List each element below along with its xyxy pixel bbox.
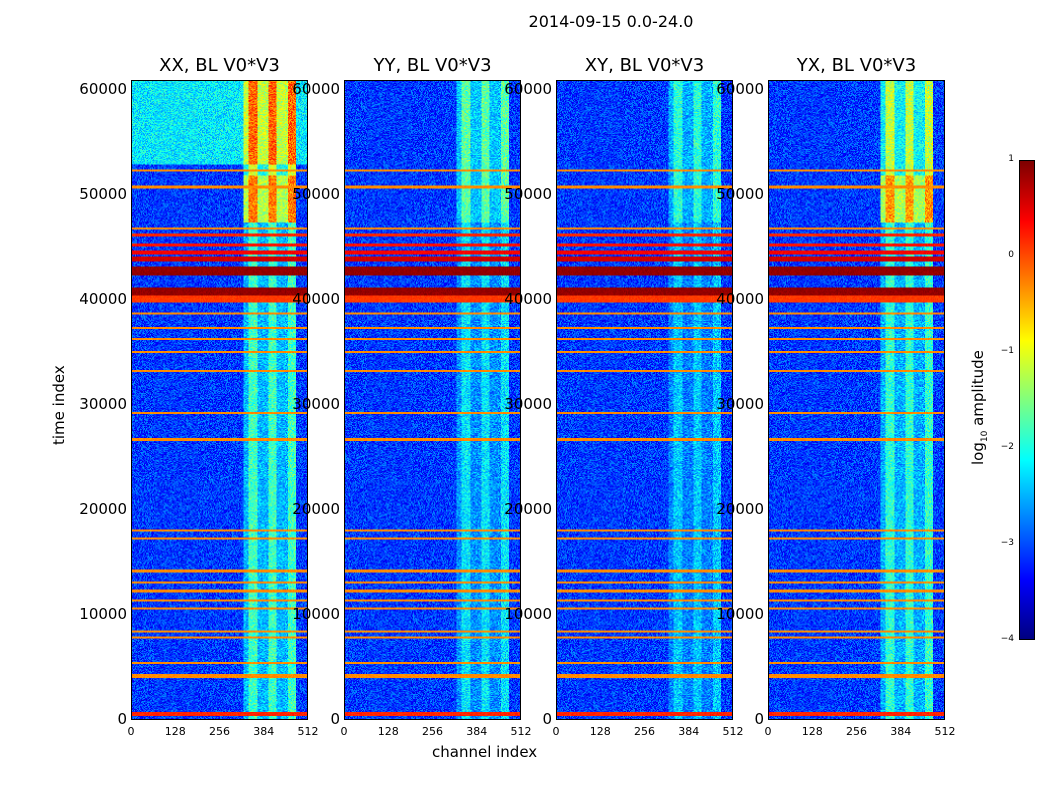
x-tick-label: 256 (209, 725, 230, 738)
y-tick-label: 0 (754, 710, 764, 728)
y-tick-label: 40000 (504, 290, 552, 309)
y-tick-label: 50000 (716, 185, 764, 204)
panel-title: XY, BL V0*V3 (584, 55, 705, 76)
y-tick-label: 20000 (504, 500, 552, 519)
y-tick-label: 50000 (504, 185, 552, 204)
y-tick-label: 60000 (292, 80, 340, 99)
y-tick-label: 20000 (292, 500, 340, 519)
y-tick-label: 0 (330, 710, 340, 728)
y-tick-label: 30000 (716, 395, 764, 414)
figure-title: 2014-09-15 0.0-24.0 (528, 12, 694, 31)
x-tick-label: 0 (127, 725, 135, 738)
colorbar-tick-label: −2 (1000, 442, 1014, 452)
y-tick-label: 0 (542, 710, 552, 728)
y-tick-label: 0 (117, 710, 127, 728)
colorbar-tick-label: −4 (1000, 634, 1014, 644)
y-tick-label: 20000 (716, 500, 764, 519)
y-tick-label: 60000 (79, 80, 127, 99)
y-tick-label: 10000 (292, 605, 340, 624)
y-tick-label: 10000 (79, 605, 127, 624)
x-tick-label: 384 (890, 725, 912, 738)
y-tick-label: 40000 (716, 290, 764, 309)
y-tick-label: 60000 (716, 80, 764, 99)
x-tick-label: 384 (678, 725, 700, 738)
x-tick-label: 384 (466, 725, 488, 738)
y-tick-label: 20000 (79, 500, 127, 519)
panel-title: YX, BL V0*V3 (796, 55, 917, 76)
heatmap-panel (556, 80, 733, 720)
x-tick-label: 512 (934, 725, 956, 738)
x-tick-label: 0 (764, 725, 772, 738)
x-tick-label: 256 (634, 725, 655, 738)
x-tick-label: 128 (377, 725, 399, 738)
y-tick-label: 40000 (292, 290, 340, 309)
y-tick-label: 30000 (79, 395, 127, 414)
x-axis-label: channel index (432, 743, 538, 761)
x-tick-label: 512 (297, 725, 319, 738)
y-tick-label: 50000 (292, 185, 340, 204)
y-tick-label: 50000 (79, 185, 127, 204)
y-tick-label: 30000 (292, 395, 340, 414)
x-tick-label: 128 (589, 725, 611, 738)
x-tick-label: 256 (422, 725, 443, 738)
x-tick-label: 512 (510, 725, 532, 738)
colorbar-tick-label: −3 (1000, 538, 1014, 548)
colorbar-label: log10 amplitude (969, 350, 990, 465)
x-tick-label: 0 (552, 725, 560, 738)
panel-title: YY, BL V0*V3 (373, 55, 492, 76)
y-axis-label: time index (50, 365, 68, 445)
y-tick-label: 30000 (504, 395, 552, 414)
x-tick-label: 0 (340, 725, 348, 738)
y-tick-label: 40000 (79, 290, 127, 309)
colorbar-tick-label: −1 (1000, 346, 1014, 356)
x-tick-label: 128 (801, 725, 823, 738)
colorbar-tick-label: 0 (1008, 250, 1014, 260)
y-tick-label: 60000 (504, 80, 552, 99)
heatmap-panel (344, 80, 521, 720)
colorbar (1019, 160, 1035, 640)
heatmap-panel (131, 80, 308, 720)
x-tick-label: 256 (846, 725, 867, 738)
x-tick-label: 512 (722, 725, 744, 738)
x-tick-label: 128 (164, 725, 186, 738)
colorbar-tick-label: 1 (1008, 154, 1014, 164)
y-tick-label: 10000 (716, 605, 764, 624)
x-tick-label: 384 (253, 725, 275, 738)
panel-title: XX, BL V0*V3 (159, 55, 280, 76)
heatmap-panel (768, 80, 945, 720)
y-tick-label: 10000 (504, 605, 552, 624)
